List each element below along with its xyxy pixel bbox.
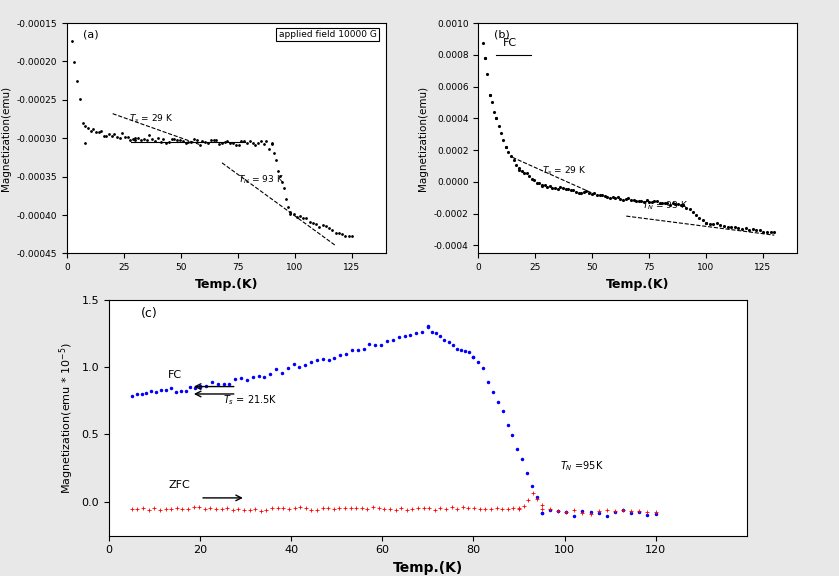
X-axis label: Temp.(K): Temp.(K)	[195, 278, 258, 291]
X-axis label: Temp.(K): Temp.(K)	[393, 561, 463, 575]
Text: $T_N$ = 93 K: $T_N$ = 93 K	[238, 174, 284, 186]
X-axis label: Temp.(K): Temp.(K)	[606, 278, 670, 291]
Text: $T_N$ = 93 K: $T_N$ = 93 K	[642, 199, 688, 211]
Text: (c): (c)	[141, 306, 158, 320]
Y-axis label: Magnetization(emu): Magnetization(emu)	[1, 86, 11, 191]
Text: $T_s$ = 29 K: $T_s$ = 29 K	[128, 112, 173, 125]
Text: FC: FC	[169, 370, 182, 380]
Text: (b): (b)	[494, 30, 510, 40]
Text: $T_N$ =95K: $T_N$ =95K	[560, 460, 603, 473]
Text: FC: FC	[503, 38, 518, 48]
Text: $T_s$ = 29 K: $T_s$ = 29 K	[542, 164, 586, 177]
Y-axis label: Magnetization(emu * 10$^{-5}$): Magnetization(emu * 10$^{-5}$)	[58, 342, 76, 494]
Text: (a): (a)	[83, 30, 99, 40]
Y-axis label: Magnetization(emu): Magnetization(emu)	[418, 86, 428, 191]
Text: ZFC: ZFC	[169, 480, 190, 490]
Text: applied field 10000 G: applied field 10000 G	[279, 30, 377, 39]
Text: $T_s$ = 21.5K: $T_s$ = 21.5K	[223, 393, 278, 407]
